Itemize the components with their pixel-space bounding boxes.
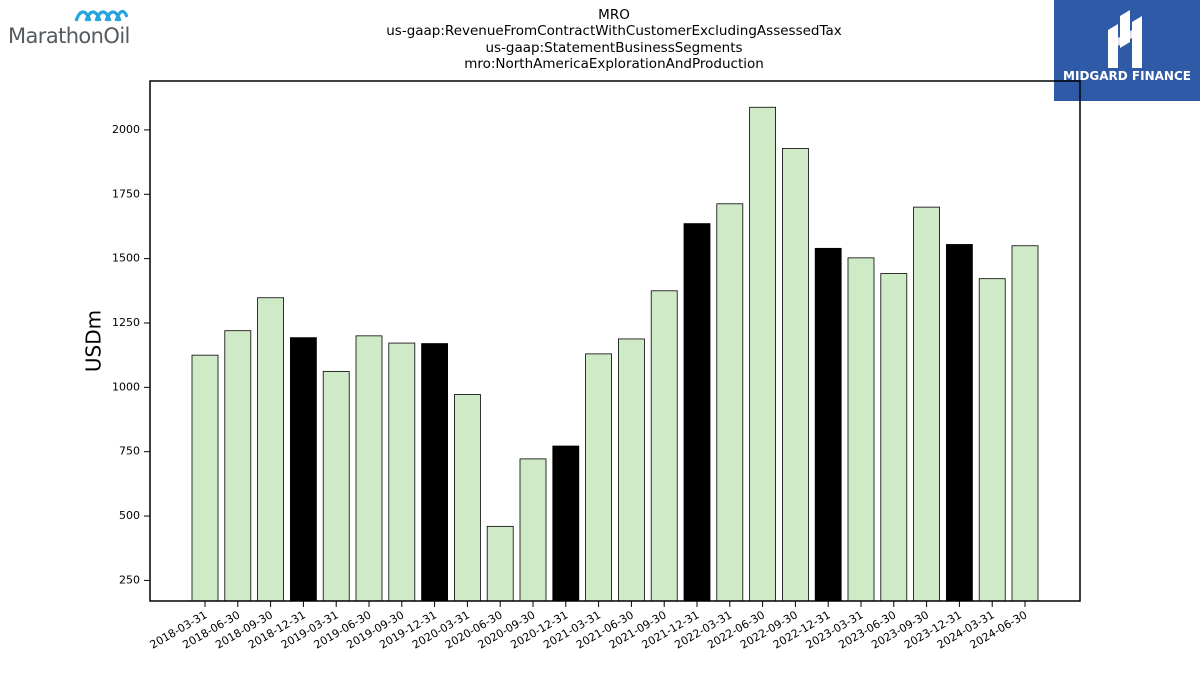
bar xyxy=(650,290,678,602)
y-tick-label: 2000 xyxy=(112,123,140,136)
bar xyxy=(421,343,449,602)
bar xyxy=(289,337,317,602)
bar xyxy=(978,278,1006,602)
bar xyxy=(388,342,416,602)
x-axis: 2018-03-312018-06-302018-09-302018-12-31… xyxy=(148,601,1030,652)
bar xyxy=(552,445,580,602)
bar xyxy=(782,148,809,602)
plot-frame xyxy=(149,80,1081,602)
bar xyxy=(618,338,645,602)
bar xyxy=(224,330,252,602)
y-tick-label: 1500 xyxy=(112,252,140,265)
y-tick-label: 750 xyxy=(119,445,140,458)
y-tick-label: 1750 xyxy=(112,187,140,200)
bar xyxy=(355,335,383,602)
bar xyxy=(322,370,350,602)
bar xyxy=(191,354,219,602)
bar xyxy=(257,297,285,602)
chart-title: MRO us-gaap:RevenueFromContractWithCusto… xyxy=(300,7,928,72)
y-tick-label: 500 xyxy=(119,509,140,522)
y-axis: 250 500 750 1000 1250 1500 1750 2000 xyxy=(112,123,150,586)
bars-group xyxy=(191,106,1039,602)
marathon-oil-logo: MarathonOil xyxy=(6,6,151,51)
y-tick-label: 1000 xyxy=(112,380,140,393)
chart-title-line: MRO xyxy=(598,7,630,23)
chart-title-line: mro:NorthAmericaExplorationAndProduction xyxy=(464,55,764,72)
bar xyxy=(683,223,711,602)
bar xyxy=(880,273,908,602)
y-tick-label: 250 xyxy=(119,573,140,586)
bar xyxy=(749,106,776,602)
bar xyxy=(519,458,547,602)
midgard-m-icon xyxy=(1108,10,1142,68)
chart-title-line: us-gaap:StatementBusinessSegments xyxy=(485,39,743,56)
bar xyxy=(585,353,612,602)
y-axis-label: USDm xyxy=(82,310,106,372)
bar xyxy=(913,206,940,602)
bar xyxy=(486,525,514,602)
chart-title-line: us-gaap:RevenueFromContractWithCustomerE… xyxy=(386,23,842,40)
marathon-wave-icon xyxy=(74,9,128,22)
marathon-oil-wordmark: MarathonOil xyxy=(8,24,130,48)
midgard-finance-logo: MIDGARD FINANCE xyxy=(1054,0,1200,101)
bar xyxy=(1011,245,1039,602)
bar xyxy=(847,257,875,602)
y-tick-label: 1250 xyxy=(112,316,140,329)
bar xyxy=(716,203,744,602)
midgard-finance-wordmark: MIDGARD FINANCE xyxy=(1063,69,1191,83)
bar xyxy=(453,394,481,602)
bar xyxy=(946,244,973,602)
bar xyxy=(814,247,842,602)
